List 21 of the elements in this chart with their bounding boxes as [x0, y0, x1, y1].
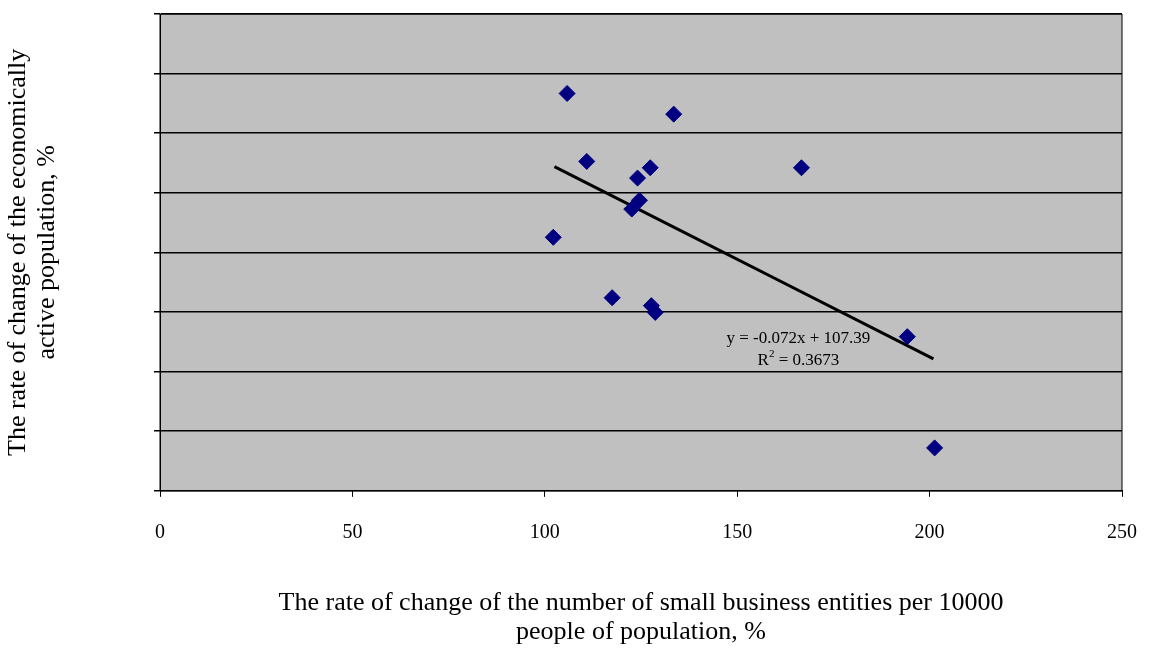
x-tick-label: 200	[914, 520, 945, 543]
point	[558, 84, 576, 102]
point	[578, 152, 596, 170]
point	[603, 289, 621, 307]
x-tick-label: 0	[155, 520, 165, 543]
y-axis-title: The rate of change of the economically active population, %	[2, 48, 60, 456]
point	[544, 228, 562, 246]
point	[898, 328, 916, 346]
point	[665, 105, 683, 123]
annotation: y = -0.072x + 107.39	[726, 328, 871, 348]
x-tick-label: 250	[1107, 520, 1137, 543]
point	[792, 159, 810, 177]
x-tick-label: 150	[722, 520, 753, 543]
point	[926, 439, 944, 457]
point	[641, 159, 659, 177]
point	[629, 169, 647, 187]
x-axis-title: The rate of change of the number of small business entities per 10000 people of population, %	[278, 586, 1004, 645]
x-tick-label: 100	[529, 520, 560, 543]
x-tick-label: 50	[342, 520, 363, 543]
point	[623, 200, 641, 218]
point	[630, 191, 648, 209]
